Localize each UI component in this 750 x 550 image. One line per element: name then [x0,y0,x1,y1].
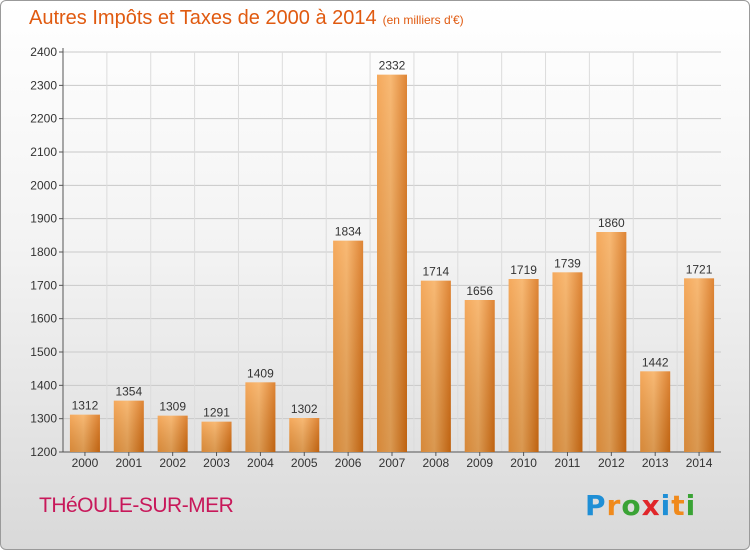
bar-shade [640,371,671,452]
commune-name: THéOULE-SUR-MER [39,494,234,517]
bar-shade [596,232,627,452]
x-tick-label: 2004 [247,456,274,470]
bar-value-label: 1312 [72,399,99,413]
bar-value-label: 1309 [159,400,186,414]
x-tick-label: 2000 [72,456,99,470]
bar-shade [464,300,495,452]
x-tick-label: 2012 [598,456,625,470]
y-tick-label: 1400 [30,378,57,392]
x-tick-label: 2006 [335,456,362,470]
bar-value-label: 1656 [466,284,493,298]
bar-value-label: 1739 [554,256,581,270]
bar-value-label: 1721 [686,262,713,276]
logo-letter: o [621,489,642,522]
bar-shade [684,278,715,452]
bar-shade [157,415,188,452]
x-tick-label: 2001 [115,456,142,470]
bar-value-label: 1409 [247,366,274,380]
chart-title: Autres Impôts et Taxes de 2000 à 2014 (en… [29,7,464,30]
logo-letter: P [585,489,607,522]
logo-letter: x [641,489,661,522]
bar-value-label: 1714 [423,265,450,279]
bar-shade [245,382,276,452]
bar-value-label: 2332 [379,59,406,73]
logo-letter: i [685,489,697,522]
y-tick-label: 1800 [30,245,57,259]
bar-shade [333,240,364,452]
y-tick-label: 1200 [30,445,57,459]
bar-value-label: 1719 [510,263,537,277]
chart-title-text: Autres Impôts et Taxes de 2000 à 2014 [29,7,377,29]
bar-value-label: 1302 [291,402,318,416]
bar-value-label: 1860 [598,216,625,230]
logo-letter: t [671,489,686,522]
y-tick-label: 2100 [30,145,57,159]
bar-shade [113,400,144,452]
x-tick-label: 2013 [642,456,669,470]
bar-value-label: 1834 [335,225,362,239]
y-tick-label: 2400 [30,45,57,59]
logo-letter: r [606,489,622,522]
y-tick-label: 1500 [30,345,57,359]
x-tick-label: 2010 [510,456,537,470]
y-tick-label: 2300 [30,78,57,92]
x-tick-label: 2008 [423,456,450,470]
bars [69,74,715,453]
y-tick-label: 1300 [30,412,57,426]
x-tick-label: 2014 [686,456,713,470]
x-tick-label: 2002 [159,456,186,470]
bar-shade [420,280,451,452]
bar-shade [377,74,407,453]
chart-subtitle: (en milliers d'€) [382,13,464,27]
y-tick-label: 1900 [30,212,57,226]
bar-value-label: 1354 [115,385,142,399]
x-tick-label: 2011 [555,456,581,470]
proxiti-logo[interactable]: Proxiti [585,489,696,522]
bar-shade [69,414,100,452]
bar-value-label: 1291 [203,406,230,420]
labels: 1312 2000 1354 2001 1309 2002 1291 2003 1409 2004… [72,59,713,470]
x-tick-label: 2005 [291,456,318,470]
x-tick-label: 2007 [379,456,406,470]
x-tick-label: 2009 [466,456,493,470]
y-tick-label: 2000 [30,178,57,192]
bar-shade [289,418,320,452]
bar-value-label: 1442 [642,355,669,369]
logo-letter: i [660,489,672,522]
x-tick-label: 2003 [203,456,230,470]
bar-shade [552,272,583,452]
bar-shade [508,279,539,452]
bar-shade [201,421,232,452]
y-tick-label: 2200 [30,112,57,126]
y-tick-label: 1600 [30,312,57,326]
y-tick-label: 1700 [30,278,57,292]
